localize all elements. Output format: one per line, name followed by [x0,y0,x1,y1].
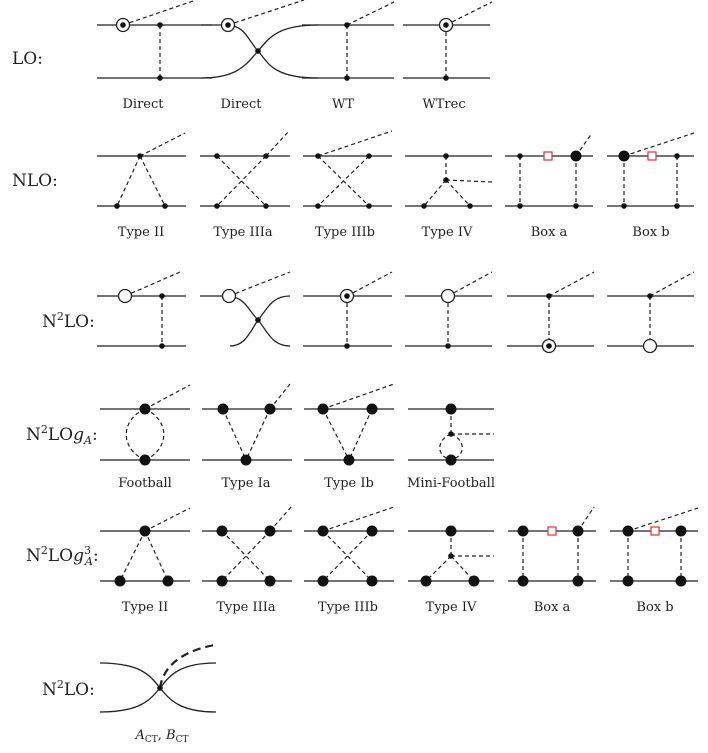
diagram-n2lo-1 [97,271,186,349]
row-label-n2lo-ct: N2LO: [42,678,95,700]
diagram-nlo-type-ii [97,132,186,209]
diagram-n2lo-ga-mini-football [408,403,494,466]
row-label-lo: LO: [12,49,43,69]
caption-nlo-box-a: Box a [531,225,568,240]
diagram-nlo-type-iiib [303,130,393,209]
diagram-nlo-box-a [505,132,593,209]
row-label-n2lo-ga3: N2LOg3 A: [26,544,99,568]
diagram-n2lo-5 [507,271,595,354]
caption-nlo-type-iiib: Type IIIb [315,225,375,240]
diagram-n2lo-3 [303,271,393,349]
caption-nlo-box-b: Box b [632,225,669,240]
diagram-n2lo-2 [200,271,291,347]
diagram-n2lo-ga-type-ia [202,383,292,466]
caption-n2lo-ga-type-ib: Type Ib [324,476,374,491]
caption-contact-terms: ACT, BCT [135,728,189,745]
caption-lo-direct-1: Direct [123,97,165,112]
caption-nlo-type-iiia: Type IIIa [213,225,273,240]
caption-n2lo-ga3-type-iiia: Type IIIa [216,600,276,615]
caption-lo-direct-2: Direct [221,97,263,112]
diagram-n2lo-ga3-type-iv [408,525,494,587]
diagram-lo-direct-2 [200,0,319,79]
diagram-n2lo-ga3-type-ii [100,507,191,587]
caption-n2lo-ga3-type-iiib: Type IIIb [318,600,378,615]
diagram-n2lo-ga3-box-b [610,507,699,587]
diagram-nlo-type-iv [405,153,493,209]
caption-n2lo-ga-mini-football: Mini-Football [407,476,495,491]
caption-n2lo-ga-type-ia: Type Ia [221,476,270,491]
diagram-lo-wt [302,1,395,81]
row-label-nlo: NLO: [12,171,58,191]
diagram-n2lo-ga-football [100,384,191,466]
diagram-n2lo-ga3-type-iiib [304,506,395,587]
diagram-n2lo-ga3-type-iiia [202,505,293,587]
caption-n2lo-ga3-box-a: Box a [534,600,571,615]
caption-nlo-type-ii: Type II [118,225,164,240]
caption-lo-wt: WT [332,97,354,112]
caption-nlo-type-iv: Type IV [422,225,473,240]
diagram-lo-wtrec [403,1,493,81]
caption-n2lo-ga3-box-b: Box b [636,600,673,615]
diagram-n2lo-6 [607,271,695,354]
caption-lo-wtrec: WTrec [422,97,465,112]
caption-n2lo-ga3-type-ii: Type II [122,600,168,615]
caption-n2lo-ga3-type-iv: Type IV [426,600,477,615]
diagram-n2lo-ga-type-ib [304,383,395,466]
diagram-n2lo-ga3-box-a [508,506,596,587]
diagram-n2lo-4 [405,271,493,349]
caption-n2lo-ga-football: Football [118,476,172,491]
row-label-n2lo-ga: N2LOgA: [26,423,98,447]
diagram-nlo-box-b [607,132,695,209]
diagram-nlo-type-iiia [200,130,290,209]
row-label-n2lo: N2LO: [42,310,95,332]
diagram-lo-direct-1 [97,0,212,81]
diagram-n2lo-contact [99,643,217,713]
